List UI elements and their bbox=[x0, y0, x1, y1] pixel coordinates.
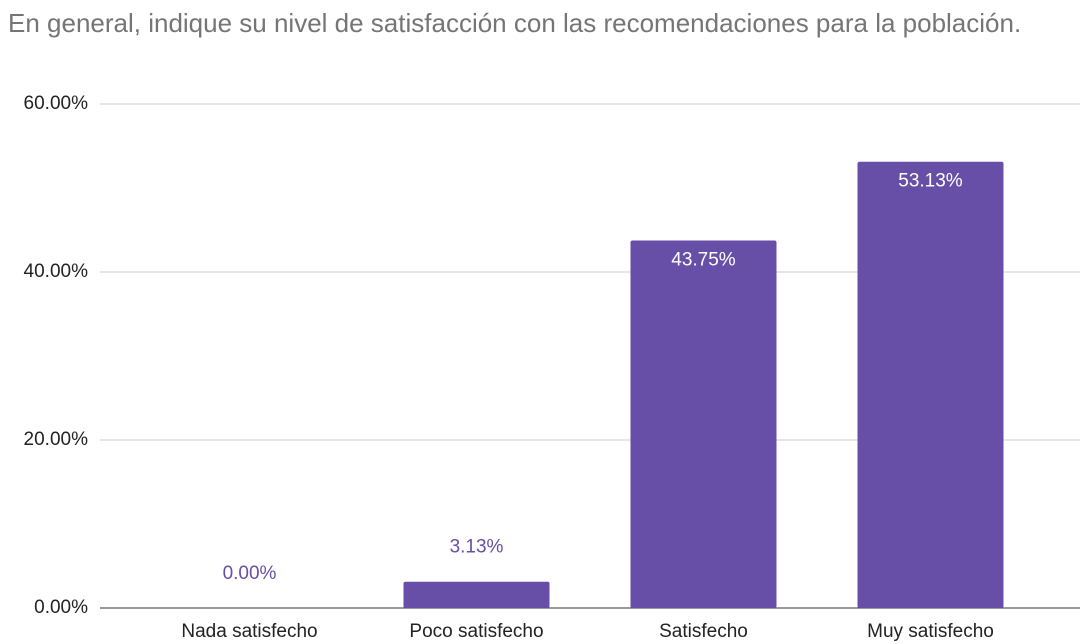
y-tick-label: 60.00% bbox=[24, 93, 89, 114]
y-tick-label: 0.00% bbox=[34, 597, 88, 618]
x-tick-label: Satisfecho bbox=[659, 621, 748, 642]
x-tick-label: Poco satisfecho bbox=[409, 621, 543, 642]
data-label: 43.75% bbox=[671, 250, 736, 271]
bar bbox=[857, 161, 1004, 608]
chart-title: En general, indique su nivel de satisfac… bbox=[8, 8, 1022, 38]
x-tick-label: Muy satisfecho bbox=[867, 621, 994, 642]
bar bbox=[403, 581, 550, 608]
y-tick-label: 20.00% bbox=[24, 429, 89, 450]
data-label: 0.00% bbox=[223, 563, 277, 584]
bar bbox=[630, 240, 777, 608]
data-label: 3.13% bbox=[450, 537, 504, 558]
y-tick-label: 40.00% bbox=[24, 261, 89, 282]
data-label: 53.13% bbox=[898, 171, 963, 192]
x-tick-label: Nada satisfecho bbox=[181, 621, 317, 642]
